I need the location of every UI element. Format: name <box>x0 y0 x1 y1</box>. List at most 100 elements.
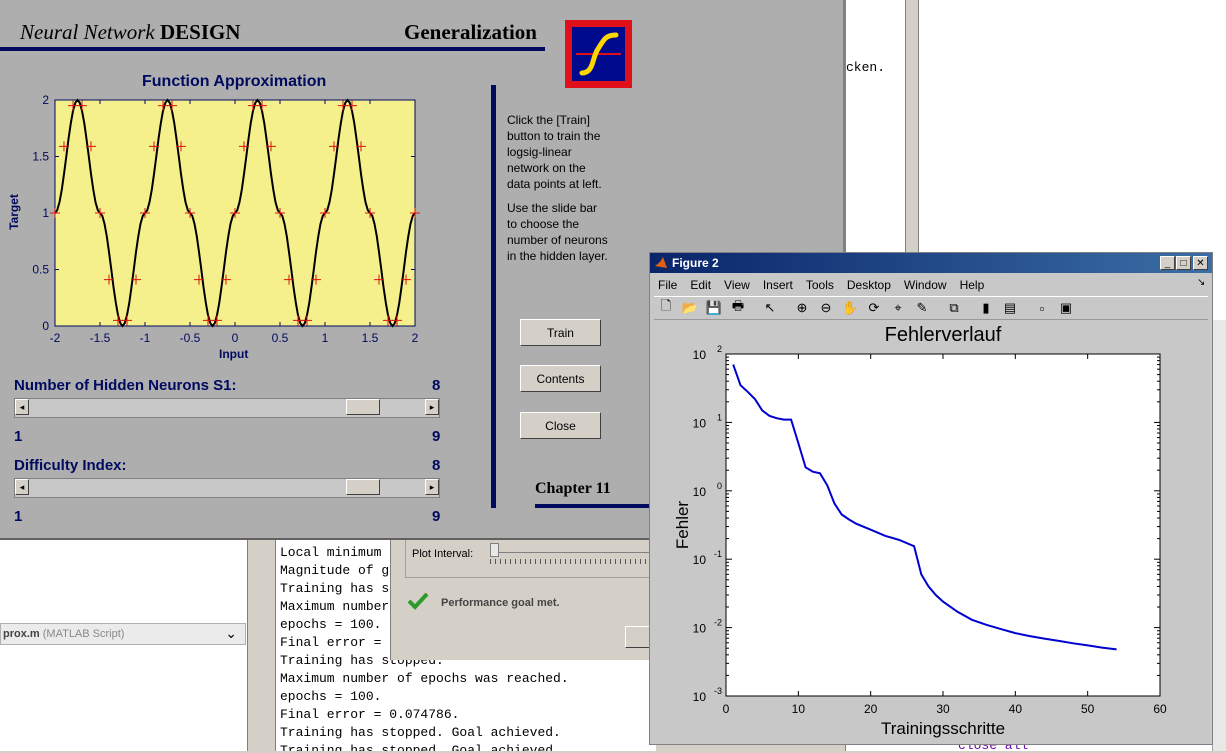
y-tick-base: 10 <box>693 416 707 430</box>
status-text: Performance goal met. <box>441 597 560 609</box>
figure2-titlebar[interactable]: Figure 2 _ □ ✕ <box>650 253 1212 273</box>
instructions-train: Click the [Train] button to train the logs… <box>507 112 647 192</box>
hide-tools-icon[interactable]: ▫ <box>1039 300 1045 316</box>
data-point-marker <box>266 141 276 152</box>
nnd-logo-icon <box>565 20 632 88</box>
editor-scrollbar[interactable] <box>1212 320 1226 751</box>
show-tools-icon[interactable]: ▣ <box>1059 300 1073 315</box>
zoom-out-icon[interactable]: ⊖ <box>820 300 832 315</box>
print-icon[interactable]: 🖶 <box>731 298 745 313</box>
legend-icon[interactable]: ▤ <box>1003 300 1017 315</box>
figure2-title: Figure 2 <box>672 256 719 270</box>
figure2-toolbar: 🗋 📂 💾 🖶 ↖ ⊕ ⊖ ✋ ⟳ ⌖ ✎ ⧉ ▮ ▤ ▫ ▣ <box>654 296 1208 320</box>
cmd-line: Training has stopped. Goal achieved. <box>280 725 561 740</box>
data-point-marker <box>383 315 393 326</box>
instruction-line: Use the slide bar <box>507 201 598 215</box>
file-browser-pane[interactable] <box>0 540 248 751</box>
menu-window[interactable]: Window <box>903 278 947 292</box>
menu-edit[interactable]: Edit <box>690 278 712 292</box>
pane-divider[interactable] <box>248 540 276 751</box>
cmd-line: Local minimum <box>280 545 382 560</box>
train-button[interactable]: Train <box>520 319 601 346</box>
menu-view[interactable]: View <box>724 278 750 292</box>
maximize-icon[interactable]: □ <box>1176 256 1191 270</box>
difficulty-slider[interactable]: ◂ ▸ <box>14 478 440 498</box>
difficulty-thumb[interactable] <box>345 479 380 495</box>
data-point-marker <box>329 141 339 152</box>
zoom-in-icon[interactable]: ⊕ <box>796 300 808 315</box>
instruction-line: logsig-linear <box>507 145 572 159</box>
cmd-line: Final error = 0.074786. <box>280 707 460 722</box>
y-tick-label: 1 <box>42 206 49 220</box>
pan-icon[interactable]: ✋ <box>841 300 859 315</box>
plot-xlabel: Input <box>219 347 249 361</box>
instruction-line: button to train the <box>507 129 601 143</box>
data-point-marker <box>248 100 258 111</box>
data-cursor-icon[interactable]: ⌖ <box>894 300 902 315</box>
instruction-line: to choose the <box>507 217 580 231</box>
menu-desktop[interactable]: Desktop <box>846 278 891 292</box>
data-point-marker <box>311 274 321 285</box>
hidden-neurons-label: Number of Hidden Neurons S1: <box>14 377 237 394</box>
menubar-dock-icon[interactable]: ↘ <box>1197 277 1206 288</box>
save-icon[interactable]: 💾 <box>705 300 723 315</box>
cmd-line: Maximum number of epochs was reached. <box>280 671 569 686</box>
difficulty-min: 1 <box>14 508 23 525</box>
data-point-marker <box>68 100 78 111</box>
data-point-marker <box>86 141 96 152</box>
y-tick-base: 10 <box>693 485 707 499</box>
chevron-down-icon[interactable]: ⌄ <box>225 625 237 641</box>
close-button[interactable]: Close <box>520 412 601 439</box>
data-point-marker <box>275 208 285 218</box>
link-icon[interactable]: ⧉ <box>949 300 959 315</box>
data-point-marker <box>122 315 132 326</box>
colorbar-icon[interactable]: ▮ <box>982 300 990 315</box>
slider-right-arrow-icon[interactable]: ▸ <box>425 479 439 495</box>
slider-handle[interactable] <box>490 543 499 557</box>
menu-file[interactable]: File <box>658 278 678 292</box>
instruction-line: Click the [Train] <box>507 113 590 127</box>
data-point-marker <box>104 274 114 285</box>
data-point-marker <box>410 208 420 218</box>
editor-separator <box>905 0 919 260</box>
rotate-icon[interactable]: ⟳ <box>868 300 880 315</box>
brush-icon[interactable]: ✎ <box>916 300 928 315</box>
pointer-icon[interactable]: ↖ <box>764 300 776 315</box>
data-point-marker <box>239 141 249 152</box>
close-icon[interactable]: ✕ <box>1193 256 1208 270</box>
hidden-neurons-slider[interactable]: ◂ ▸ <box>14 398 440 418</box>
data-point-marker <box>401 274 411 285</box>
data-point-marker <box>140 208 150 218</box>
slider-left-arrow-icon[interactable]: ◂ <box>15 479 29 495</box>
data-point-marker <box>176 141 186 152</box>
plot-title: Function Approximation <box>142 73 327 90</box>
slider-right-arrow-icon[interactable]: ▸ <box>425 399 439 415</box>
menu-help[interactable]: Help <box>959 278 985 292</box>
y-tick-base: 10 <box>693 348 707 362</box>
open-file-icon[interactable]: 📂 <box>681 300 699 315</box>
data-point-marker <box>320 208 330 218</box>
cmd-line: epochs = 100. <box>280 689 382 704</box>
menu-tools[interactable]: Tools <box>805 278 834 292</box>
plot-interval-label: Plot Interval: <box>412 548 474 560</box>
y-tick-label: 1.5 <box>32 150 49 164</box>
menu-insert[interactable]: Insert <box>762 278 793 292</box>
editor-snippet: cken. <box>846 60 886 75</box>
new-figure-icon[interactable]: 🗋 <box>660 298 672 313</box>
y-tick-exp: 1 <box>717 412 722 422</box>
plot-interval-slider[interactable] <box>490 543 650 566</box>
instructions: Click the [Train] button to train the logs… <box>507 112 647 264</box>
script-tab[interactable]: prox.m (MATLAB Script) ⌄ <box>0 623 246 645</box>
slider-left-arrow-icon[interactable]: ◂ <box>15 399 29 415</box>
hidden-neurons-thumb[interactable] <box>345 399 380 415</box>
minimize-icon[interactable]: _ <box>1160 256 1175 270</box>
contents-button[interactable]: Contents <box>520 365 601 392</box>
script-name: prox.m <box>3 628 40 640</box>
hidden-neurons-value: 8 <box>432 377 441 394</box>
figure2-window: Figure 2 _ □ ✕ File Edit View Insert Tools De… <box>649 252 1213 745</box>
data-point-marker <box>374 274 384 285</box>
cmd-line: Training has s <box>280 581 390 596</box>
data-point-marker <box>77 100 87 111</box>
instruction-line: data points at left. <box>507 177 602 191</box>
plot-interval-panel: Plot Interval: <box>405 540 653 578</box>
